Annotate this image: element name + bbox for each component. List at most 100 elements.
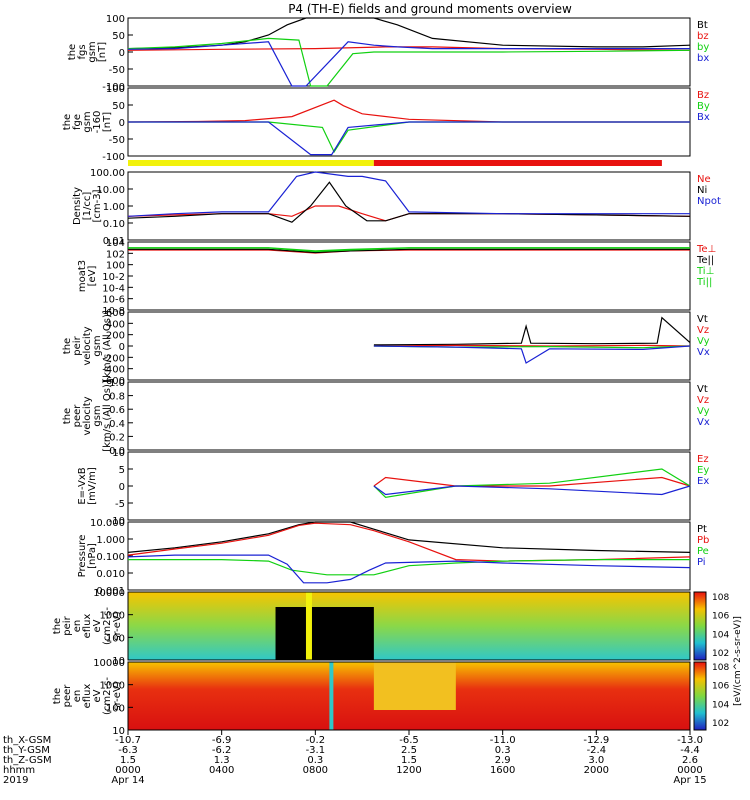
time-tick-label: 1.5 bbox=[401, 755, 417, 766]
legend-entry: bz bbox=[697, 31, 709, 42]
legend-entry: Ez bbox=[697, 454, 709, 465]
legend-entry: Vx bbox=[697, 417, 710, 428]
legend-entry: Vx bbox=[697, 347, 710, 358]
y-tick-label: 0.8 bbox=[109, 392, 125, 403]
y-label-line: the bbox=[67, 44, 78, 60]
y-tick-label: 10-2 bbox=[102, 272, 125, 283]
y-label-line: gsm bbox=[87, 41, 98, 62]
time-tick-label: 2.6 bbox=[682, 755, 698, 766]
panel-10: 10000 1000 100 10 thepeerenefluxeV(cm2-s-sr-… bbox=[52, 658, 691, 737]
y-axis-label: thepeerenefluxeV(cm2-s-sr-eV) bbox=[52, 677, 123, 715]
y-tick-label: 100 bbox=[106, 703, 125, 714]
y-tick-label: 0.001 bbox=[96, 586, 125, 597]
series-Ez bbox=[373, 476, 691, 487]
y-label-line: the bbox=[62, 408, 73, 424]
spectrogram-dark-region bbox=[275, 607, 374, 660]
y-label-line: Density bbox=[72, 187, 83, 225]
time-tick-label: -10.7 bbox=[115, 735, 141, 746]
row-label: th_Z-GSM bbox=[3, 755, 52, 766]
colorbar-tick: 106 bbox=[712, 612, 729, 622]
y-label-line: the bbox=[62, 338, 73, 354]
row-label: 2019 bbox=[3, 775, 28, 786]
series-Te|| bbox=[128, 248, 690, 254]
y-tick-label: 10-8 bbox=[102, 306, 125, 317]
legend-entry: Pe bbox=[697, 546, 709, 557]
legend-entry: Ne bbox=[697, 174, 711, 185]
y-label-line: [nPa] bbox=[87, 543, 98, 569]
colorbar-tick: 102 bbox=[712, 719, 729, 729]
y-tick-label: 100 bbox=[106, 14, 125, 25]
legend-entry: Vz bbox=[697, 395, 709, 406]
series-Te⊥ bbox=[128, 249, 690, 254]
figure-title: P4 (TH-E) fields and ground moments over… bbox=[288, 2, 572, 16]
y-tick-label: 10 bbox=[112, 448, 125, 459]
y-label-line: velocity bbox=[82, 396, 93, 435]
row-label: th_Y-GSM bbox=[3, 745, 50, 756]
time-tick-label: 2.5 bbox=[401, 745, 417, 756]
y-tick-label: -600 bbox=[102, 376, 125, 387]
colorbar-1 bbox=[693, 591, 707, 661]
y-label-line: eflux bbox=[82, 684, 93, 709]
y-label-line: velocity bbox=[82, 326, 93, 365]
series-Pe bbox=[128, 558, 690, 576]
y-tick-label: 100.00 bbox=[90, 168, 125, 179]
time-tick-label: 0000 bbox=[115, 765, 140, 776]
legend-entry: Vz bbox=[697, 325, 709, 336]
y-tick-label: 50 bbox=[112, 101, 125, 112]
legend-entry: Te|| bbox=[696, 255, 714, 266]
y-axis-label: E=-VxB[mV/m] bbox=[77, 467, 98, 505]
y-tick-label: -400 bbox=[102, 365, 125, 376]
y-label-line: peer bbox=[62, 684, 73, 708]
y-axis-label: Pressure[nPa] bbox=[77, 535, 98, 578]
y-tick-label: 1.00 bbox=[103, 202, 125, 213]
panel-frame bbox=[127, 521, 691, 591]
panel-3: 100.0010.001.000.100.01Density[1/cc][cm-… bbox=[72, 168, 721, 247]
y-tick-label: 600 bbox=[106, 308, 125, 319]
legend-entry: by bbox=[697, 42, 709, 53]
y-axis-label: moat3[eV] bbox=[77, 260, 98, 292]
panel-9: 10000 1000 100 10 thepeirenefluxeV(cm2-s-sr-… bbox=[52, 588, 691, 667]
y-axis-label: thefgegsm-160[nT] bbox=[62, 111, 113, 134]
time-tick-label: 0000 bbox=[677, 765, 702, 776]
series-Ti|| bbox=[128, 247, 690, 253]
y-tick-label: 1000 bbox=[100, 611, 125, 622]
legend-entry: Bt bbox=[697, 20, 708, 31]
y-tick-label: -10 bbox=[109, 516, 125, 527]
y-tick-label: 10 bbox=[112, 726, 125, 737]
time-tick-label: 1600 bbox=[490, 765, 515, 776]
y-axis-label: thepeervelocitygsm[km/s (All Qs)] bbox=[62, 380, 113, 452]
y-tick-label: 200 bbox=[106, 331, 125, 342]
time-tick-label: 0.3 bbox=[495, 745, 511, 756]
y-label-line: fgs bbox=[77, 44, 88, 59]
y-label-line: gsm bbox=[92, 335, 103, 356]
time-tick-label: -2.4 bbox=[587, 745, 607, 756]
legend-entry: Bx bbox=[697, 112, 710, 123]
y-tick-label: 0.10 bbox=[103, 219, 125, 230]
spectrogram-cyan-stripe bbox=[329, 662, 334, 730]
legend-entry: Vy bbox=[697, 336, 710, 347]
y-label-line: the bbox=[52, 688, 63, 704]
y-tick-label: -100 bbox=[102, 82, 125, 93]
colorbar-tick: 104 bbox=[712, 630, 729, 640]
colorbar-label: [eV/(cm^2-s-sr-eV)] bbox=[733, 616, 743, 706]
colorbar-tick: 106 bbox=[712, 682, 729, 692]
series-bx bbox=[127, 41, 690, 87]
panel-frame bbox=[127, 241, 691, 311]
spectrogram-stripe bbox=[305, 592, 312, 660]
series-Bz bbox=[127, 99, 690, 123]
colorbar-tick: 108 bbox=[712, 593, 729, 603]
orbit-bar-yellow bbox=[128, 160, 374, 166]
y-tick-label: 1000 bbox=[100, 681, 125, 692]
y-label-line: eflux bbox=[82, 614, 93, 639]
y-label-line: gsm bbox=[82, 111, 93, 132]
y-tick-label: -100 bbox=[102, 152, 125, 163]
time-tick-label: -6.3 bbox=[118, 745, 138, 756]
series-by bbox=[127, 37, 691, 87]
y-label-line: E=-VxB bbox=[77, 467, 88, 504]
y-label-line: eV bbox=[92, 689, 103, 702]
time-tick-label: Apr 15 bbox=[673, 775, 706, 786]
legend-entry: Vt bbox=[697, 314, 708, 325]
